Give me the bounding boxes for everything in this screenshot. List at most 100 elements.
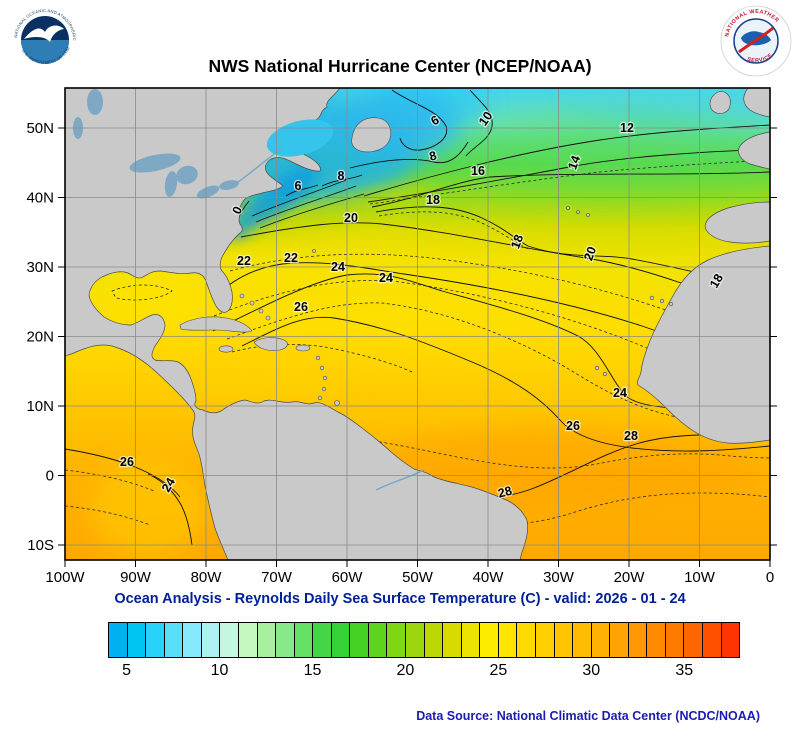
lon-tick-label: 70W <box>261 569 293 586</box>
colorbar-segment <box>257 623 277 657</box>
colorbar-segment <box>517 623 536 657</box>
lesser-antilles-island <box>317 395 323 401</box>
canary-island <box>668 301 674 307</box>
contour-value-label: 24 <box>379 271 393 285</box>
colorbar-segment <box>703 623 722 657</box>
colorbar-tick-label: 10 <box>210 662 229 679</box>
colorbar-segment <box>164 623 184 657</box>
colorbar-segment <box>201 623 221 657</box>
contour-value-label: 18 <box>426 193 440 207</box>
lon-tick-label: 40W <box>473 569 505 586</box>
africa-landmass <box>637 245 770 444</box>
colorbar-segment <box>424 623 444 657</box>
lesser-antilles-island <box>319 365 325 371</box>
colorbar-tick-label: 5 <box>122 662 132 679</box>
cuba-island <box>179 316 253 333</box>
colorbar-segment <box>628 623 648 657</box>
france-landmass <box>738 131 770 170</box>
contour-value-label: 6 <box>295 179 302 193</box>
lon-tick-label: 10W <box>684 569 716 586</box>
gulf-of-st-lawrence <box>266 119 334 157</box>
noaa-seagull-icon <box>24 25 64 42</box>
nws-ring-text-bottom: SERVICE <box>746 53 773 64</box>
lake-huron <box>176 165 198 185</box>
contour-value-label: 24 <box>613 386 627 400</box>
jamaica-island <box>218 345 234 353</box>
lon-tick-label: 60W <box>332 569 364 586</box>
colorbar-segment <box>535 623 555 657</box>
colorbar-segment <box>313 623 332 657</box>
contour-value-label: 26 <box>120 455 134 469</box>
contour-value-label: 20 <box>581 245 599 263</box>
contour-value-label: 16 <box>471 164 485 178</box>
lat-tick-label: 20N <box>26 329 54 346</box>
colorbar-segment <box>573 623 592 657</box>
colorbar-segment <box>647 623 666 657</box>
colorbar-segment <box>610 623 629 657</box>
contour-value-label: 22 <box>237 254 251 268</box>
colorbar-tick-label: 20 <box>396 662 415 679</box>
americas-landmass <box>65 88 528 560</box>
cape-verde-island <box>594 365 600 371</box>
lon-tick-label: 50W <box>402 569 434 586</box>
colorbar-segment <box>480 623 499 657</box>
colorbar-segment <box>294 623 314 657</box>
contour-value-label: 28 <box>496 484 513 501</box>
hispaniola-island <box>253 337 288 351</box>
lat-tick-label: 50N <box>26 120 54 137</box>
colorbar-segment <box>238 623 258 657</box>
map-subtitle: Ocean Analysis - Reynolds Daily Sea Surf… <box>114 591 686 607</box>
bahamas-island <box>258 308 264 314</box>
colorbar-swatches <box>108 622 740 658</box>
nws-logo: NATIONAL WEATHER SERVICE <box>720 5 792 82</box>
lon-tick-label: 80W <box>191 569 223 586</box>
lat-tick-label: 10N <box>26 398 54 415</box>
cape-verde-island <box>602 371 608 377</box>
colorbar-segment <box>127 623 147 657</box>
contour-value-label: 14 <box>565 154 583 172</box>
lon-tick-label: 30W <box>543 569 575 586</box>
colorbar-segment <box>368 623 388 657</box>
colorbar-tick-label: 35 <box>675 662 694 679</box>
contour-value-label: 24 <box>331 260 345 274</box>
colorbar-segment <box>146 623 165 657</box>
lesser-antilles-island <box>321 386 327 392</box>
colorbar-segment <box>387 623 406 657</box>
lake-superior <box>129 153 181 173</box>
newfoundland-island <box>351 117 391 153</box>
st-lawrence-river <box>237 147 283 183</box>
colorbar-segment <box>350 623 369 657</box>
land-layer <box>65 88 770 560</box>
contour-value-label: 8 <box>338 169 345 183</box>
contour-value-label: 20 <box>344 211 358 225</box>
colorbar-segment <box>220 623 239 657</box>
azores-island <box>566 206 570 210</box>
colorbar-segment <box>276 623 295 657</box>
lesser-antilles-island <box>322 375 328 381</box>
colorbar-segment <box>331 623 351 657</box>
lon-tick-label: 20W <box>614 569 646 586</box>
page-title: NWS National Hurricane Center (NCEP/NOAA… <box>208 56 592 76</box>
colorbar-tick-label: 15 <box>303 662 322 679</box>
bahamas-island <box>265 315 271 321</box>
colorbar-segment <box>109 623 128 657</box>
colorbar-segment <box>461 623 481 657</box>
grid-layer <box>65 88 770 560</box>
contour-value-label: 26 <box>566 419 580 433</box>
noaa-logo: NATIONAL OCEANIC AND ATMOSPHERIC ADMINIS… <box>8 1 80 80</box>
lat-tick-label: 30N <box>26 259 54 276</box>
colorbar-segment <box>554 623 574 657</box>
colorbar-segment <box>721 623 740 657</box>
iberia-landmass <box>704 201 770 244</box>
lesser-antilles-island <box>315 355 321 361</box>
colorbar-segment <box>498 623 518 657</box>
lat-tick-label: 40N <box>26 190 54 207</box>
colorbar-segment <box>684 623 703 657</box>
colorbar-segment <box>591 623 611 657</box>
trinidad-island <box>334 400 340 406</box>
colorbar-segment <box>443 623 462 657</box>
temperature-colorbar: 5 10 15 20 25 30 35 <box>108 622 740 684</box>
england-landmass <box>743 88 770 118</box>
puerto-rico-island <box>295 344 311 352</box>
